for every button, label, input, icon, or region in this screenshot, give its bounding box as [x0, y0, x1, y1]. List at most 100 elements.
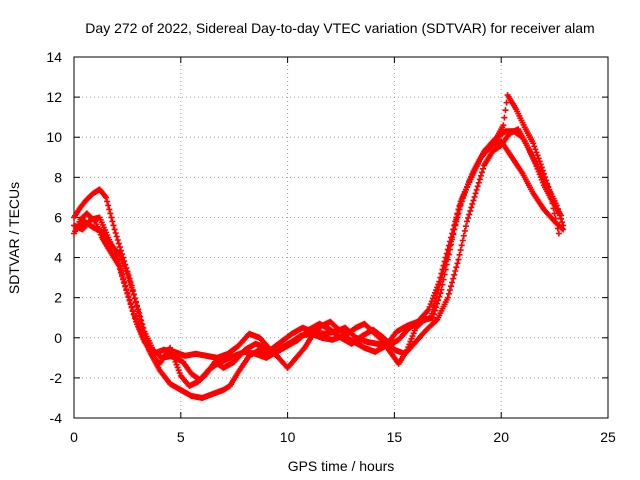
data-point-marker — [433, 304, 440, 311]
data-point-marker — [433, 287, 440, 294]
data-point-marker — [129, 288, 136, 295]
data-point-marker — [533, 149, 540, 156]
data-point-marker — [473, 186, 480, 193]
data-point-marker — [442, 266, 449, 273]
data-point-marker — [125, 274, 132, 281]
y-tick-label: -4 — [50, 410, 63, 426]
data-point-marker — [451, 271, 458, 278]
data-point-marker — [458, 242, 465, 249]
data-point-marker — [465, 181, 472, 188]
data-point-marker — [438, 270, 445, 277]
x-tick-label: 15 — [387, 429, 403, 445]
data-point-marker — [106, 206, 113, 213]
data-point-marker — [560, 226, 567, 233]
y-tick-label: 6 — [54, 209, 62, 225]
data-point-marker — [429, 295, 436, 302]
data-point-marker — [123, 286, 130, 293]
data-point-marker — [446, 246, 453, 253]
data-point-marker — [431, 289, 438, 296]
data-point-marker — [456, 251, 463, 258]
data-point-marker — [458, 197, 465, 204]
y-tick-label: 14 — [46, 49, 62, 65]
data-point-marker — [167, 344, 174, 351]
data-point-marker — [127, 281, 134, 288]
data-point-marker — [448, 241, 455, 248]
data-point-marker — [444, 256, 451, 263]
data-point-marker — [112, 229, 119, 236]
y-tick-label: 0 — [54, 330, 62, 346]
data-point-marker — [535, 155, 542, 162]
plot-frame — [73, 56, 609, 419]
data-point-marker — [468, 204, 475, 211]
y-tick-label: 2 — [54, 290, 62, 306]
data-point-marker — [538, 164, 545, 171]
data-point-marker — [130, 291, 137, 298]
data-point-marker — [455, 256, 462, 263]
data-point-marker — [435, 297, 442, 304]
data-point-marker — [559, 225, 566, 232]
x-tick-label: 25 — [600, 429, 616, 445]
data-point-marker — [114, 237, 121, 244]
data-point-marker — [117, 267, 124, 274]
data-point-marker — [433, 317, 440, 324]
data-point-marker — [449, 230, 456, 237]
data-point-marker — [113, 233, 120, 240]
data-point-marker — [437, 290, 444, 297]
data-point-marker — [126, 277, 133, 284]
data-point-marker — [430, 292, 437, 299]
data-point-marker — [539, 167, 546, 174]
data-point-marker — [441, 271, 448, 278]
data-point-marker — [444, 294, 451, 301]
data-point-marker — [173, 361, 180, 368]
data-point-marker — [109, 218, 116, 225]
data-point-marker — [429, 314, 436, 321]
x-tick-label: 20 — [493, 429, 509, 445]
data-point-marker — [430, 311, 437, 318]
data-point-marker — [108, 214, 115, 221]
data-point-marker — [103, 194, 110, 201]
data-point-marker — [124, 270, 131, 277]
data-point-marker — [136, 309, 143, 316]
data-point-marker — [559, 219, 566, 226]
data-point-marker — [135, 306, 142, 313]
data-point-marker — [459, 237, 466, 244]
data-point-marker — [445, 251, 452, 258]
data-point-marker — [503, 99, 510, 106]
data-point-marker — [472, 190, 479, 197]
data-point-marker — [477, 172, 484, 179]
data-point-marker — [439, 281, 446, 288]
data-point-marker — [450, 231, 457, 238]
data-point-marker — [466, 211, 473, 218]
data-point-marker — [500, 122, 507, 129]
data-point-marker — [110, 222, 117, 229]
data-point-marker — [446, 287, 453, 294]
y-tick-label: 10 — [46, 129, 62, 145]
data-point-marker — [530, 140, 537, 147]
data-point-marker — [534, 152, 541, 159]
data-point-marker — [137, 313, 144, 320]
series-track-d — [73, 126, 565, 383]
data-point-marker — [131, 295, 138, 302]
data-point-marker — [445, 290, 452, 297]
data-point-marker — [454, 260, 461, 267]
data-point-marker — [132, 298, 139, 305]
data-point-marker — [427, 301, 434, 308]
data-point-marker — [456, 203, 463, 210]
data-point-marker — [449, 279, 456, 286]
data-point-marker — [174, 364, 181, 371]
x-axis-label: GPS time / hours — [288, 458, 395, 474]
data-point-marker — [558, 212, 565, 219]
data-point-marker — [140, 325, 147, 332]
data-point-marker — [138, 317, 145, 324]
data-point-marker — [450, 275, 457, 282]
data-point-marker — [462, 186, 469, 193]
data-point-marker — [124, 289, 131, 296]
data-point-marker — [476, 176, 483, 183]
data-point-marker — [438, 286, 445, 293]
data-point-marker — [464, 218, 471, 225]
data-point-marker — [460, 192, 467, 199]
data-point-marker — [176, 370, 183, 377]
data-point-marker — [436, 293, 443, 300]
data-point-marker — [452, 221, 459, 228]
